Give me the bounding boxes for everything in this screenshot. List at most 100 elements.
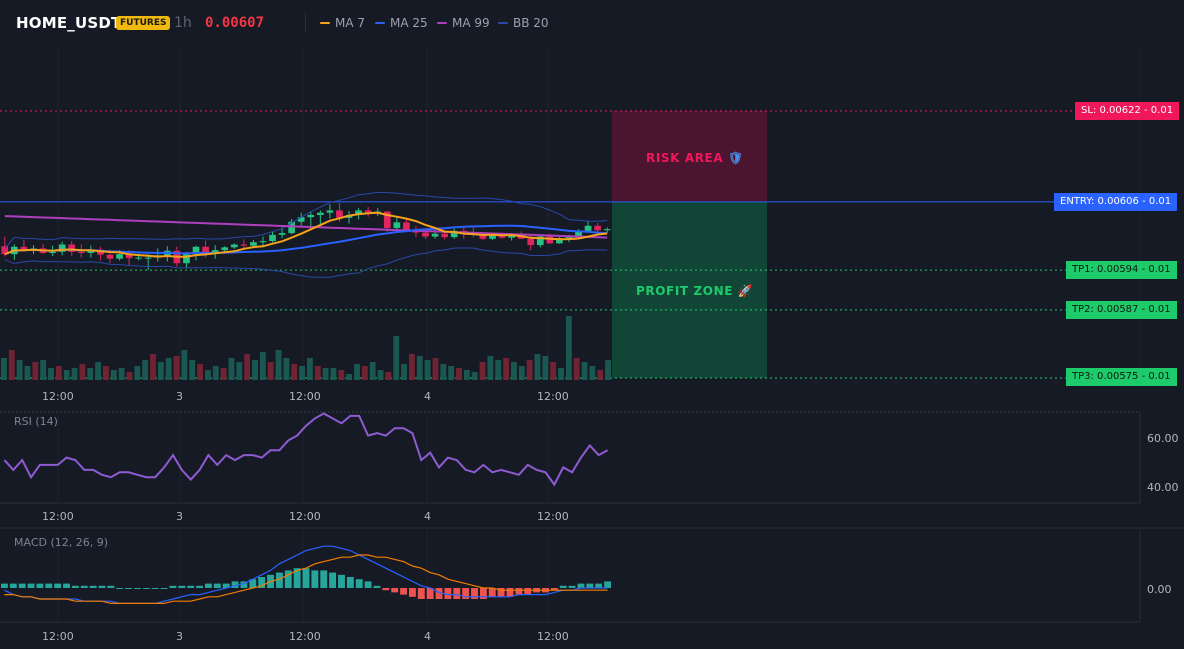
macd-hist-bar bbox=[364, 581, 372, 588]
candle-body bbox=[603, 229, 611, 231]
macd-hist-bar bbox=[338, 574, 345, 588]
macd-hist-bar bbox=[80, 585, 88, 588]
macd-hist-bar bbox=[275, 572, 283, 588]
macd-hist-bar bbox=[249, 579, 257, 588]
volume-bar bbox=[150, 354, 156, 380]
volume-bar bbox=[385, 372, 392, 380]
candle-body bbox=[49, 251, 56, 254]
macd-hist-bar bbox=[258, 577, 266, 588]
volume-bar bbox=[275, 350, 282, 380]
macd-hist-bar bbox=[18, 583, 26, 588]
volume-bar bbox=[212, 366, 219, 380]
candle-body bbox=[479, 234, 487, 239]
volume-bar bbox=[416, 356, 423, 380]
shield-icon: 🛡 bbox=[728, 151, 744, 165]
macd-hist-bar bbox=[63, 583, 70, 588]
macd-hist-bar bbox=[302, 568, 310, 588]
candle-body bbox=[508, 234, 515, 238]
entry-level-pill[interactable]: ENTRY: 0.00606 - 0.01 bbox=[1054, 193, 1178, 211]
tp3-level-pill[interactable]: TP3: 0.00575 - 0.01 bbox=[1066, 368, 1177, 386]
time-label: 12:00 bbox=[42, 390, 74, 403]
volume-bar bbox=[314, 366, 321, 380]
volume-bar bbox=[479, 362, 486, 380]
volume-bar bbox=[291, 364, 298, 380]
profit-zone-label: PROFIT ZONE 🚀 bbox=[636, 284, 753, 298]
volume-bar bbox=[322, 368, 329, 380]
macd-hist-bar bbox=[27, 583, 35, 588]
candle-body bbox=[1, 246, 9, 255]
macd-hist-bar bbox=[54, 583, 62, 588]
legend-ma99-label: MA 99 bbox=[452, 16, 490, 30]
volume-bar bbox=[542, 356, 549, 380]
macd-signal-line bbox=[4, 554, 608, 605]
macd-hist-bar bbox=[471, 588, 478, 599]
macd-hist-bar bbox=[231, 581, 239, 588]
legend-ma25-label: MA 25 bbox=[390, 16, 428, 30]
candle-body bbox=[307, 214, 315, 218]
tp1-level-pill[interactable]: TP1: 0.00594 - 0.01 bbox=[1066, 261, 1177, 279]
macd-hist-bar bbox=[488, 588, 496, 597]
macd-title: MACD (12, 26, 9) bbox=[14, 536, 109, 549]
candle-body bbox=[431, 233, 439, 237]
macd-hist-bar bbox=[479, 588, 487, 599]
candle-body bbox=[269, 234, 276, 242]
legend-bb20-label: BB 20 bbox=[513, 16, 549, 30]
macd-hist-bar bbox=[151, 588, 159, 589]
legend-ma99[interactable]: MA 99 bbox=[437, 16, 490, 30]
volume-bar bbox=[573, 358, 580, 380]
macd-hist-bar bbox=[435, 588, 443, 599]
volume-bar bbox=[377, 370, 384, 380]
candle-body bbox=[230, 244, 238, 248]
volume-bar bbox=[605, 360, 611, 380]
volume-bar bbox=[283, 358, 290, 380]
macd-hist-bar bbox=[1, 583, 8, 588]
time-label: 12:00 bbox=[289, 390, 321, 403]
volume-bar bbox=[471, 372, 478, 380]
volume-bar bbox=[346, 374, 353, 380]
candle-body bbox=[144, 257, 152, 259]
volume-bar bbox=[456, 368, 462, 380]
candle-body bbox=[393, 222, 401, 229]
volume-bar bbox=[252, 360, 258, 380]
volume-bar bbox=[424, 360, 431, 380]
legend-bb20[interactable]: BB 20 bbox=[498, 16, 549, 30]
macd-hist-bar bbox=[497, 588, 505, 597]
macd-hist-bar bbox=[36, 583, 44, 588]
macd-hist-bar bbox=[45, 583, 53, 588]
timeframe-label[interactable]: 1h bbox=[174, 15, 192, 31]
candle-body bbox=[441, 233, 449, 238]
macd-hist-bar bbox=[444, 588, 452, 599]
candle-body bbox=[288, 221, 296, 234]
volume-bar bbox=[8, 350, 15, 380]
time-label: 12:00 bbox=[42, 510, 74, 523]
candle-body bbox=[192, 246, 200, 255]
candle-body bbox=[116, 254, 123, 259]
profit-zone-text: PROFIT ZONE bbox=[636, 284, 734, 298]
tp2-level-pill[interactable]: TP2: 0.00587 - 0.01 bbox=[1066, 301, 1177, 319]
volume-bar bbox=[267, 362, 274, 380]
volume-bar bbox=[165, 358, 172, 380]
time-label: 12:00 bbox=[289, 510, 321, 523]
legend-ma25[interactable]: MA 25 bbox=[375, 16, 428, 30]
volume-bar bbox=[189, 360, 196, 380]
sl-level-pill[interactable]: SL: 0.00622 - 0.01 bbox=[1075, 102, 1180, 120]
macd-hist-bar bbox=[586, 583, 594, 588]
rsi-line bbox=[3, 412, 609, 487]
candle-body bbox=[211, 250, 219, 254]
rocket-icon: 🚀 bbox=[737, 284, 754, 298]
volume-bar bbox=[236, 362, 243, 380]
macd-hist-bar bbox=[142, 588, 150, 589]
time-label: 4 bbox=[424, 390, 431, 403]
symbol-name[interactable]: HOME_USDT bbox=[16, 14, 122, 32]
macd-hist-bar bbox=[98, 585, 106, 588]
volume-bar bbox=[1, 358, 7, 380]
legend-ma7[interactable]: MA 7 bbox=[320, 16, 365, 30]
macd-hist-bar bbox=[240, 581, 248, 588]
volume-bar bbox=[589, 366, 596, 380]
candle-body bbox=[278, 233, 286, 235]
macd-hist-bar bbox=[222, 583, 230, 588]
futures-badge: FUTURES bbox=[116, 16, 171, 30]
macd-hist-bar bbox=[178, 585, 186, 588]
macd-hist-bar bbox=[293, 568, 301, 588]
